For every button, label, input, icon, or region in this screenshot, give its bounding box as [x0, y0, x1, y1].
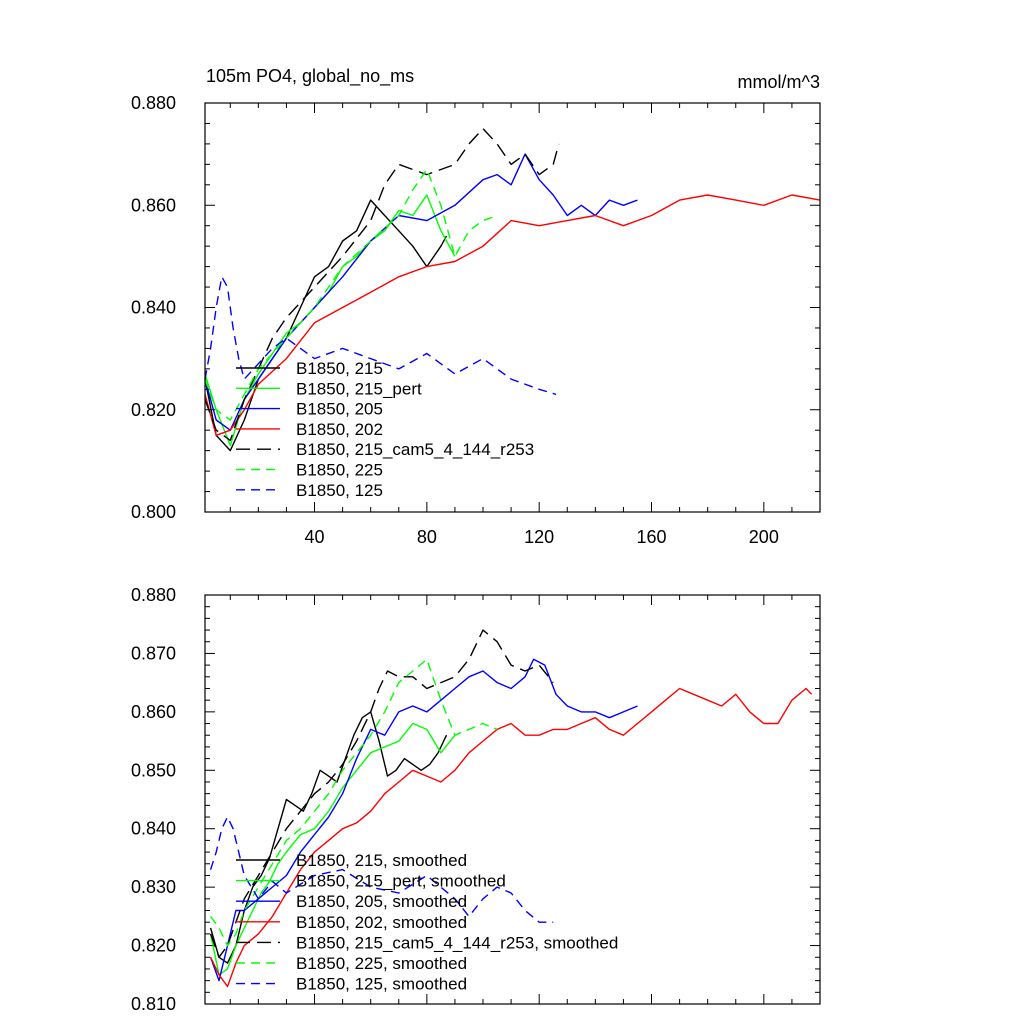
- legend-label: B1850, 215_cam5_4_144_r253: [296, 440, 534, 459]
- series-line: [209, 629, 554, 958]
- top-chart-title: 105m PO4, global_no_ms: [206, 66, 414, 87]
- y-tick-label: 0.870: [131, 643, 176, 663]
- y-tick-label: 0.860: [131, 702, 176, 722]
- series-line: [204, 199, 448, 452]
- y-tick-label: 0.800: [131, 502, 176, 522]
- legend-label: B1850, 215_pert, smoothed: [296, 872, 506, 891]
- legend-label: B1850, 215, smoothed: [296, 851, 467, 870]
- legend-label: B1850, 205, smoothed: [296, 892, 467, 911]
- series-line: [209, 711, 448, 964]
- y-tick-label: 0.820: [131, 936, 176, 956]
- top-chart-ticks: 40 80 120 160 200 0.800 0.820 0.840 0.860 0.880: [131, 93, 821, 547]
- legend-label: B1850, 202: [296, 420, 383, 439]
- y-tick-label: 0.820: [131, 400, 176, 420]
- bottom-chart-plot-frame: [204, 594, 821, 1005]
- y-tick-label: 0.880: [131, 585, 176, 605]
- y-tick-label: 0.860: [131, 195, 176, 215]
- top-chart-panel: 105m PO4, global_no_ms mmol/m^3 40 80 120 1…: [131, 66, 821, 547]
- y-tick-label: 0.840: [131, 298, 176, 318]
- bottom-chart-panel: 0.810 0.820 0.830 0.840 0.850 0.860 0.870 0.880…: [131, 585, 821, 1014]
- legend-label: B1850, 205: [296, 400, 383, 419]
- bottom-chart-legend: B1850, 215, smoothed B1850, 215_pert, smo…: [236, 851, 618, 994]
- top-chart-plot-frame: [204, 102, 821, 513]
- legend-label: B1850, 225: [296, 461, 383, 480]
- series-line: [204, 276, 557, 396]
- series-line: [210, 658, 498, 947]
- legend-label: B1850, 225, smoothed: [296, 954, 467, 973]
- bottom-chart-series-group: [209, 629, 813, 988]
- legend-label: B1850, 215: [296, 359, 383, 378]
- y-tick-label: 0.850: [131, 760, 176, 780]
- series-line: [204, 127, 560, 442]
- series-line: [204, 168, 498, 421]
- y-tick-label: 0.810: [131, 994, 176, 1014]
- series-line: [209, 722, 456, 976]
- x-tick-label: 40: [305, 527, 325, 547]
- y-tick-label: 0.880: [131, 93, 176, 113]
- series-line: [209, 687, 813, 988]
- series-line: [204, 153, 638, 431]
- series-line: [209, 658, 638, 982]
- x-tick-label: 160: [636, 527, 666, 547]
- top-chart-units: mmol/m^3: [738, 72, 820, 92]
- legend-label: B1850, 125: [296, 481, 383, 500]
- legend-label: B1850, 202, smoothed: [296, 913, 467, 932]
- series-line: [209, 816, 554, 923]
- y-tick-label: 0.840: [131, 819, 176, 839]
- top-chart-series-group: [204, 127, 821, 452]
- legend-label: B1850, 125, smoothed: [296, 975, 467, 994]
- x-tick-label: 120: [524, 527, 554, 547]
- x-tick-label: 200: [749, 527, 779, 547]
- x-tick-label: 80: [417, 527, 437, 547]
- legend-label: B1850, 215_pert: [296, 379, 422, 398]
- y-tick-label: 0.830: [131, 877, 176, 897]
- series-line: [204, 194, 821, 436]
- legend-label: B1850, 215_cam5_4_144_r253, smoothed: [296, 933, 618, 952]
